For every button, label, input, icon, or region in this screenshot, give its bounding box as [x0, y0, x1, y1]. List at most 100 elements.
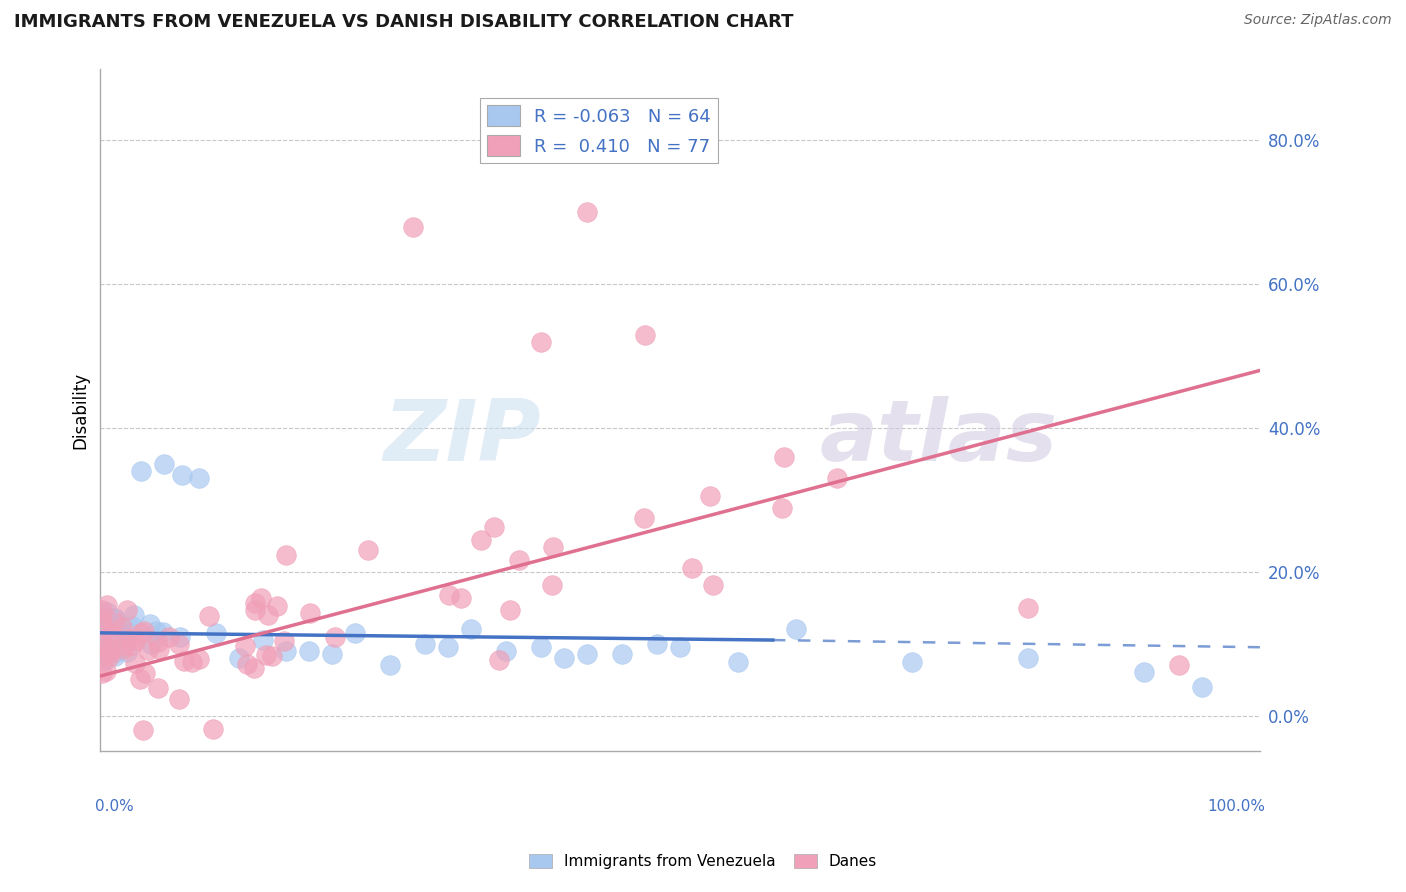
Point [236, 657, 259, 671]
Legend: Immigrants from Venezuela, Danes: Immigrants from Venezuela, Danes [523, 848, 883, 875]
Point [138, 643, 160, 657]
Point [129, 464, 152, 478]
Point [245, 603, 267, 617]
Point [508, 553, 530, 567]
Point [90, 666, 112, 681]
Point [96, 648, 118, 662]
Point [276, 548, 298, 562]
Point [243, 596, 266, 610]
Y-axis label: Disability: Disability [72, 371, 89, 449]
Point [100, 628, 122, 642]
Point [1133, 665, 1156, 680]
Point [576, 205, 599, 219]
Point [145, 624, 167, 638]
Point [124, 608, 146, 623]
Text: ZIP: ZIP [384, 396, 541, 479]
Point [98, 638, 121, 652]
Point [118, 627, 141, 641]
Point [124, 656, 146, 670]
Point [681, 560, 703, 574]
Point [96, 633, 118, 648]
Point [437, 640, 460, 655]
Point [499, 603, 522, 617]
Point [152, 625, 174, 640]
Point [357, 543, 380, 558]
Point [1167, 658, 1189, 673]
Point [112, 632, 135, 647]
Point [103, 626, 125, 640]
Point [91, 621, 114, 635]
Point [115, 602, 138, 616]
Point [90, 606, 112, 620]
Point [139, 637, 162, 651]
Point [128, 672, 150, 686]
Point [94, 607, 117, 622]
Point [108, 624, 131, 638]
Point [380, 658, 402, 673]
Point [610, 648, 633, 662]
Point [98, 645, 121, 659]
Point [134, 665, 156, 680]
Point [257, 607, 280, 622]
Point [103, 634, 125, 648]
Point [825, 471, 848, 485]
Point [450, 591, 472, 605]
Point [298, 644, 321, 658]
Point [634, 327, 657, 342]
Point [785, 622, 807, 636]
Point [112, 630, 135, 644]
Point [266, 599, 288, 614]
Point [103, 629, 125, 643]
Point [90, 640, 112, 654]
Point [90, 609, 112, 624]
Point [124, 634, 146, 648]
Point [98, 632, 121, 646]
Point [104, 613, 127, 627]
Point [633, 511, 655, 525]
Point [121, 619, 143, 633]
Point [132, 723, 155, 737]
Point [243, 661, 266, 675]
Point [344, 625, 367, 640]
Point [96, 605, 118, 619]
Point [118, 632, 141, 647]
Point [437, 588, 460, 602]
Point [129, 625, 152, 640]
Point [699, 489, 721, 503]
Point [773, 450, 796, 464]
Point [91, 644, 114, 658]
Point [1017, 600, 1039, 615]
Point [1017, 651, 1039, 665]
Point [197, 608, 219, 623]
Text: atlas: atlas [820, 396, 1057, 479]
Point [205, 625, 228, 640]
Point [146, 681, 169, 695]
Point [323, 631, 346, 645]
Point [772, 501, 794, 516]
Text: 100.0%: 100.0% [1208, 799, 1265, 814]
Point [112, 642, 135, 657]
Point [460, 622, 482, 636]
Text: Source: ZipAtlas.com: Source: ZipAtlas.com [1244, 13, 1392, 28]
Point [169, 630, 191, 644]
Point [170, 467, 193, 482]
Point [233, 640, 256, 654]
Point [413, 637, 436, 651]
Point [90, 642, 112, 657]
Point [111, 619, 134, 633]
Point [541, 578, 564, 592]
Point [100, 627, 122, 641]
Point [202, 723, 225, 737]
Point [97, 641, 120, 656]
Point [101, 618, 124, 632]
Point [402, 219, 425, 234]
Point [470, 533, 492, 548]
Point [298, 606, 321, 620]
Point [180, 655, 202, 669]
Point [90, 603, 112, 617]
Point [148, 641, 170, 656]
Point [105, 644, 128, 658]
Point [121, 638, 143, 652]
Point [153, 457, 176, 471]
Point [103, 615, 125, 630]
